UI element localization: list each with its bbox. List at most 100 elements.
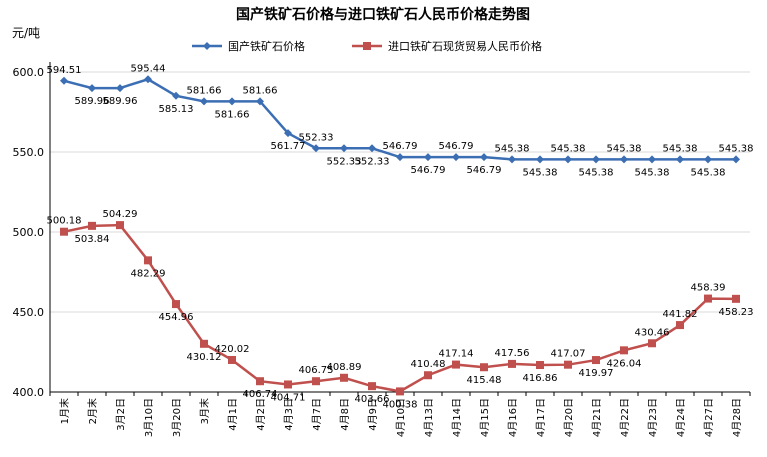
data-label: 417.56: [495, 348, 530, 359]
y-tick-label: 550.0: [13, 146, 45, 159]
data-point: [564, 360, 572, 369]
x-tick-label: 4月24日: [675, 398, 687, 437]
data-label: 595.44: [131, 63, 166, 74]
data-point: [88, 221, 96, 230]
data-point: [508, 359, 516, 368]
data-point: [676, 155, 684, 164]
data-point: [732, 294, 740, 303]
data-label: 420.02: [215, 344, 250, 355]
data-point: [60, 76, 68, 85]
data-label: 589.96: [103, 96, 138, 107]
data-label: 503.84: [75, 234, 110, 245]
y-tick-label: 600.0: [13, 66, 45, 79]
data-point: [228, 97, 236, 106]
data-point: [564, 155, 572, 164]
data-label: 545.38: [551, 143, 586, 154]
data-point: [172, 91, 180, 100]
data-label: 546.79: [467, 165, 502, 176]
data-label: 546.79: [439, 141, 474, 152]
legend-marker: [203, 42, 211, 50]
x-tick-label: 4月28日: [731, 398, 743, 437]
data-point: [284, 380, 292, 389]
data-label: 417.07: [551, 349, 586, 360]
x-tick-label: 4月1日: [227, 398, 239, 431]
data-label: 561.77: [271, 141, 306, 152]
data-label: 545.38: [495, 143, 530, 154]
data-point: [144, 75, 152, 84]
legend-marker: [363, 42, 371, 50]
x-tick-label: 4月2日: [255, 398, 267, 431]
data-label: 416.86: [523, 373, 558, 384]
data-label: 430.46: [635, 327, 670, 338]
y-tick-label: 400.0: [13, 386, 45, 399]
data-label: 406.74: [243, 389, 278, 400]
x-tick-label: 4月16日: [507, 398, 519, 437]
x-tick-label: 3月2日: [115, 398, 127, 431]
x-tick-label: 4月21日: [591, 398, 603, 437]
data-label: 419.97: [579, 368, 614, 379]
data-label: 408.89: [327, 362, 362, 373]
data-point: [480, 363, 488, 372]
data-label: 552.33: [299, 132, 334, 143]
unit-label: 元/吨: [12, 26, 40, 40]
data-label: 581.66: [187, 85, 222, 96]
x-tick-label: 3月20日: [171, 398, 183, 437]
data-point: [536, 155, 544, 164]
data-label: 400.38: [383, 399, 418, 410]
x-tick-label: 2月末: [86, 398, 99, 424]
data-point: [592, 356, 600, 365]
x-tick-label: 4月27日: [703, 398, 715, 437]
legend-label: 国产铁矿石价格: [228, 39, 305, 53]
x-tick-label: 1月末: [58, 398, 71, 424]
data-point: [592, 155, 600, 164]
data-point: [536, 361, 544, 370]
data-label: 406.75: [299, 365, 334, 376]
data-point: [452, 153, 460, 162]
data-label: 589.96: [75, 96, 110, 107]
data-label: 545.38: [691, 167, 726, 178]
data-label: 426.04: [607, 358, 642, 369]
data-label: 454.96: [159, 312, 194, 323]
x-tick-label: 4月20日: [563, 398, 575, 437]
x-tick-label: 4月13日: [423, 398, 435, 437]
data-point: [116, 221, 124, 230]
data-point: [60, 227, 68, 236]
chart-title: 国产铁矿石价格与进口铁矿石人民币价格走势图: [236, 6, 530, 23]
data-point: [368, 144, 376, 153]
data-label: 545.38: [607, 143, 642, 154]
x-tick-label: 3月10日: [143, 398, 155, 437]
data-point: [172, 300, 180, 309]
data-point: [620, 346, 628, 355]
data-point: [340, 373, 348, 382]
x-tick-label: 4月23日: [647, 398, 659, 437]
data-label: 404.71: [271, 392, 306, 403]
data-label: 458.23: [719, 307, 754, 318]
data-label: 552.33: [355, 156, 390, 167]
data-point: [648, 155, 656, 164]
data-point: [368, 382, 376, 391]
data-point: [144, 256, 152, 265]
data-point: [732, 155, 740, 164]
data-label: 546.79: [383, 141, 418, 152]
x-axis: 1月末 2月末 3月2日 3月10日 3月20日 3月末 4月1日 4月2日 4月3日 4月7日 4…: [49, 391, 751, 437]
data-point: [256, 377, 264, 386]
y-tick-label: 450.0: [13, 306, 45, 319]
data-label: 545.38: [719, 143, 754, 154]
data-label: 403.66: [355, 394, 390, 405]
data-label: 504.29: [103, 209, 138, 220]
data-label: 594.51: [47, 65, 82, 76]
legend-label: 进口铁矿石现货贸易人民币价格: [388, 39, 542, 53]
data-point: [284, 129, 292, 138]
legend: 国产铁矿石价格 进口铁矿石现货贸易人民币价格: [192, 39, 542, 53]
data-point: [648, 339, 656, 348]
data-label: 410.48: [411, 359, 446, 370]
x-tick-label: 4月8日: [339, 398, 351, 431]
data-label: 581.66: [243, 85, 278, 96]
data-point: [424, 371, 432, 380]
x-tick-label: 3月末: [198, 398, 211, 424]
data-label: 500.18: [47, 216, 82, 227]
x-tick-label: 4月22日: [619, 398, 631, 437]
